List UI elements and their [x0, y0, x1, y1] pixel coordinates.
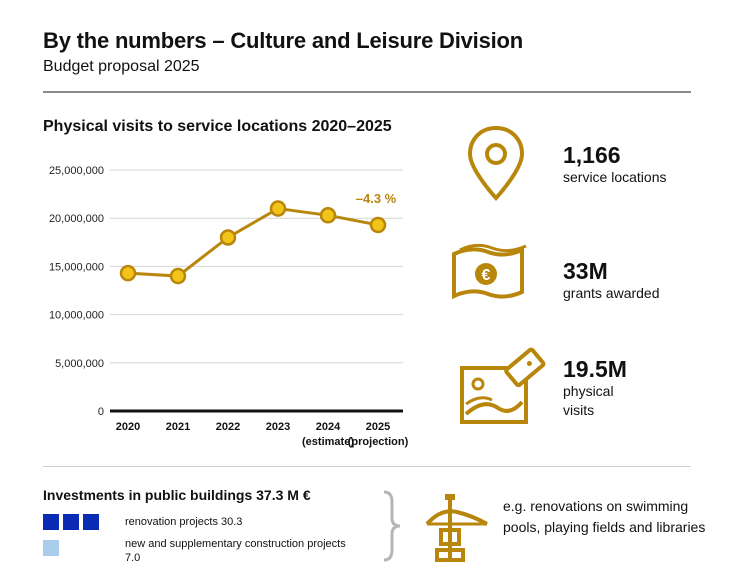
section-divider: [43, 466, 691, 467]
data-point: [269, 200, 287, 217]
y-tick-label: 20,000,000: [49, 213, 104, 225]
page-subtitle: Budget proposal 2025: [43, 58, 200, 75]
stat-grants: 33M grants awarded: [563, 258, 660, 303]
location-pin-icon: [467, 125, 525, 201]
stat-service-locations: 1,166 service locations: [563, 142, 667, 187]
legend-square-new-construction: [43, 540, 59, 556]
page-title: By the numbers – Culture and Leisure Div…: [43, 28, 523, 53]
legend-square: [43, 514, 59, 530]
investments-note: e.g. renovations on swimming pools, play…: [503, 498, 706, 535]
y-tick-label: 10,000,000: [49, 310, 104, 322]
y-tick-label: 0: [98, 406, 104, 418]
series-line: [127, 207, 379, 278]
curly-brace-icon: [383, 490, 401, 562]
x-tick-label: 2024: [316, 421, 341, 433]
data-point: [219, 229, 237, 246]
stat-value: 33M: [563, 258, 608, 284]
ticket-picture-icon: [460, 347, 546, 424]
visits-line-chart: 0 5,000,000 10,000,000 15,000,000 20,000,000…: [49, 165, 409, 448]
legend-renovation: renovation projects 30.3: [125, 516, 243, 528]
data-point: [169, 267, 187, 285]
chart-title: Physical visits to service locations 202…: [43, 118, 392, 135]
stat-label: grants awarded: [563, 285, 660, 301]
change-annotation: –4.3 %: [356, 191, 397, 206]
x-tick-label: 2023: [266, 421, 290, 433]
x-tick-label: 2025: [366, 421, 390, 433]
stat-physical-visits: 19.5M physical visits: [563, 356, 633, 420]
y-tick-label: 15,000,000: [49, 261, 104, 273]
legend-square: [83, 514, 99, 530]
x-tick-label: 2021: [166, 421, 190, 433]
x-tick-label: 2020: [116, 421, 140, 433]
x-tick-sublabel: (projection): [348, 436, 409, 448]
legend-square: [63, 514, 79, 530]
top-divider: [43, 91, 691, 93]
stat-label: physical visits: [563, 383, 614, 418]
data-point: [369, 216, 387, 234]
data-point: [119, 264, 137, 282]
stat-value: 1,166: [563, 142, 621, 168]
x-tick-label: 2022: [216, 421, 240, 433]
y-tick-label: 5,000,000: [55, 358, 104, 370]
data-point: [319, 207, 337, 224]
investments-title: Investments in public buildings 37.3 M €: [43, 487, 311, 503]
stat-value: 19.5M: [563, 356, 627, 382]
construction-crane-icon: [425, 494, 488, 562]
y-tick-label: 25,000,000: [49, 165, 104, 177]
renovation-squares: [43, 514, 99, 530]
x-tick-sublabel: (estimate): [302, 436, 354, 448]
svg-text:€: €: [482, 267, 491, 284]
stat-label: service locations: [563, 169, 667, 185]
legend-new-construction: new and supplementary construction proje…: [125, 538, 346, 564]
euro-banknote-icon: €: [452, 243, 527, 300]
